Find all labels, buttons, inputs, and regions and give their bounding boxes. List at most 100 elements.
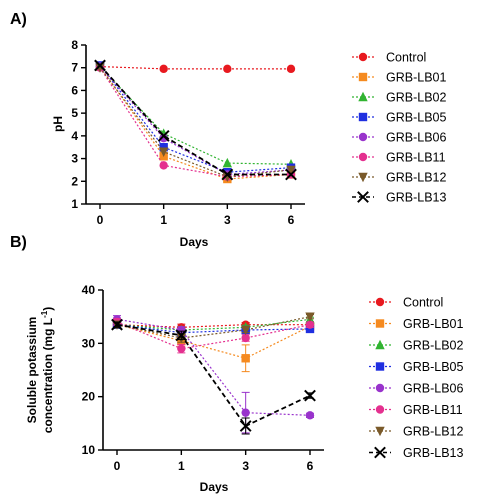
chart-a-data-point xyxy=(285,168,297,181)
chart-a-x-tick-label: 3 xyxy=(224,213,231,227)
chart-a-y-tick-label: 8 xyxy=(71,38,78,52)
chart-b-data-point xyxy=(241,408,250,417)
chart-a-legend-marker xyxy=(358,91,368,102)
chart-a-series xyxy=(95,62,296,179)
chart-b-legend-label: GRB-LB12 xyxy=(403,425,463,439)
chart-b-x-tick-label: 1 xyxy=(178,459,185,473)
chart-b-data-point xyxy=(177,344,186,353)
chart-a-series xyxy=(95,61,296,169)
chart-b-legend-marker xyxy=(375,319,385,328)
chart-b-legend-label: Control xyxy=(403,296,443,310)
chart-a-legend-marker xyxy=(358,112,368,122)
chart-b-series-line xyxy=(116,323,311,428)
chart-a-series-line xyxy=(99,67,292,178)
chart-b-x-tick-label: 6 xyxy=(307,459,314,473)
chart-a-data-point xyxy=(159,133,168,143)
chart-a-data-point xyxy=(157,129,170,142)
chart-b-y-tick-label: 20 xyxy=(82,390,96,404)
chart-a-data-point xyxy=(159,143,168,152)
chart-a-data-point xyxy=(158,147,169,157)
chart-a-legend-marker xyxy=(358,52,368,62)
chart-a-legend-marker xyxy=(357,191,369,203)
chart-a: 1 2 3 4 5 6 7 8 0 1 3 6 xyxy=(71,38,305,227)
panel-a-label: A) xyxy=(10,11,27,28)
chart-a-legend-marker xyxy=(358,152,368,162)
chart-b-series-line xyxy=(116,318,311,416)
chart-b-legend-label: GRB-LB02 xyxy=(403,339,463,353)
chart-a-legend-label: GRB-LB12 xyxy=(386,171,446,185)
chart-a-y-tick-label: 5 xyxy=(71,106,78,120)
chart-a-data-point xyxy=(222,157,233,168)
chart-b-legend-marker xyxy=(375,362,385,371)
chart-a-series-line xyxy=(99,66,292,165)
chart-a-data-point xyxy=(159,161,168,170)
chart-b-y-tick-label: 40 xyxy=(82,283,96,297)
chart-a-legend-marker xyxy=(358,172,368,183)
chart-a-series xyxy=(95,61,296,177)
chart-b-data-point xyxy=(240,325,251,336)
chart-b-data-point xyxy=(305,320,315,329)
chart-b-series-line xyxy=(116,324,311,359)
chart-a-legend-label: GRB-LB11 xyxy=(386,151,446,165)
chart-a-series xyxy=(95,63,296,182)
chart-a-legend: Control GRB-LB01 GRB-LB02 GRB-LB05 GRB-LB06 G… xyxy=(352,51,446,205)
chart-b-data-point xyxy=(305,312,315,322)
chart-b-y-tick-label: 10 xyxy=(82,443,96,457)
chart-a-data-point xyxy=(286,165,296,176)
chart-a-series xyxy=(95,62,296,74)
chart-b-legend-label: GRB-LB05 xyxy=(403,360,463,374)
chart-a-legend-label: Control xyxy=(386,51,426,65)
chart-b-legend-label: GRB-LB01 xyxy=(403,317,463,331)
chart-b-legend-marker xyxy=(375,383,385,393)
chart-b-series-line xyxy=(116,324,310,328)
chart-b-data-point xyxy=(304,389,316,402)
chart-b-y-axis-title-line1: Soluble potassium xyxy=(25,317,39,424)
chart-a-series-line xyxy=(99,66,292,176)
chart-a-data-point xyxy=(286,64,296,74)
chart-a-y-tick-label: 4 xyxy=(71,129,78,143)
chart-b-y-tick-label: 30 xyxy=(82,336,96,350)
chart-b-legend-label: GRB-LB13 xyxy=(403,446,463,460)
chart-b-y-axis-title: Soluble potassium concentration (mg L-1) xyxy=(25,307,55,433)
chart-a-x-tick-label: 6 xyxy=(288,213,295,227)
chart-b-legend-marker xyxy=(375,426,385,437)
chart-b-y-axis-title-main: concentration (mg L xyxy=(41,318,55,433)
chart-a-y-tick-label: 1 xyxy=(71,197,78,211)
chart-b-series xyxy=(111,318,316,435)
chart-a-data-point xyxy=(159,64,168,74)
chart-a-data-point xyxy=(95,63,105,73)
chart-b-y-axis-title-line2: concentration (mg L-1) xyxy=(40,307,55,433)
chart-a-legend-marker xyxy=(358,132,368,142)
chart-b-data-point xyxy=(241,354,250,363)
chart-a-series-line xyxy=(99,67,292,178)
chart-a-y-tick-label: 2 xyxy=(71,174,78,188)
chart-b-x-tick-label: 3 xyxy=(242,459,249,473)
chart-a-legend-marker xyxy=(358,72,368,82)
chart-b-series-line xyxy=(116,324,311,334)
chart-b-y-axis-title-end: ) xyxy=(41,307,55,311)
chart-b-x-axis-title: Days xyxy=(200,480,229,494)
panel-b-label: B) xyxy=(10,234,27,251)
chart-b-data-point xyxy=(239,420,252,432)
chart-a-series-line xyxy=(99,65,292,173)
chart-a-x-axis-title: Days xyxy=(180,235,209,249)
chart-a-legend-label: GRB-LB06 xyxy=(386,131,446,145)
chart-b-series xyxy=(112,317,315,354)
chart-a-y-tick-label: 7 xyxy=(71,61,78,75)
chart-a-legend-label: GRB-LB05 xyxy=(386,111,446,125)
chart-b-data-point xyxy=(175,329,188,342)
chart-b-series-line xyxy=(116,316,311,339)
chart-b-y-axis-title-sup: -1 xyxy=(40,310,49,318)
chart-a-legend-label: GRB-LB02 xyxy=(386,91,446,105)
chart-a-series-line xyxy=(99,66,292,180)
chart-a-x-tick-label: 1 xyxy=(160,213,167,227)
chart-b: 10 20 30 40 0 1 3 6 xyxy=(82,283,324,473)
chart-b-data-point xyxy=(241,333,250,343)
chart-b-legend-marker xyxy=(375,405,385,414)
chart-a-series xyxy=(95,62,296,184)
chart-a-legend-label: GRB-LB13 xyxy=(386,191,446,205)
chart-a-data-point xyxy=(223,64,232,74)
chart-a-series-line xyxy=(99,64,291,176)
chart-b-data-point xyxy=(111,318,123,331)
